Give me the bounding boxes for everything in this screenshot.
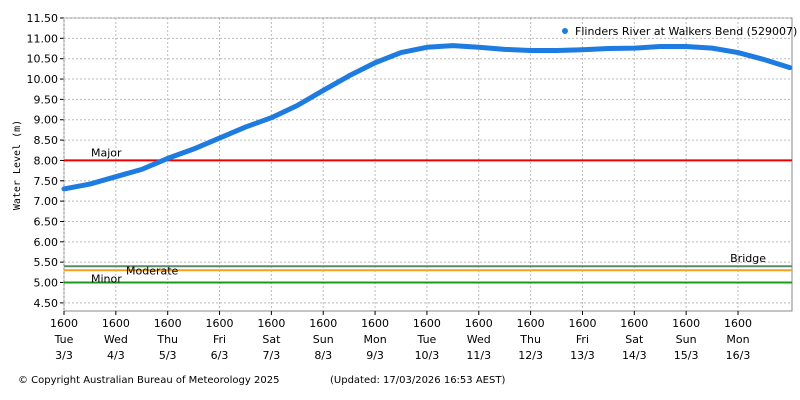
y-tick-label: 5.50 [34, 256, 59, 269]
x-tick-label: 7/3 [263, 349, 281, 362]
y-tick-label: 8.50 [34, 134, 59, 147]
x-tick-label: 1600 [206, 317, 234, 330]
x-tick-label: 1600 [257, 317, 285, 330]
x-tick-label: Mon [726, 333, 749, 346]
y-axis-label: Water Level (m) [12, 120, 23, 210]
x-tick-label: 1600 [309, 317, 337, 330]
x-tick-label: Sun [313, 333, 334, 346]
y-tick-label: 9.50 [34, 93, 59, 106]
legend-marker [562, 28, 568, 34]
x-tick-label: Fri [576, 333, 589, 346]
series-line [61, 43, 793, 192]
x-tick-label: 12/3 [518, 349, 543, 362]
y-tick-label: 8.00 [34, 154, 59, 167]
y-tick-label: 10.50 [27, 53, 59, 66]
x-tick-label: Thu [519, 333, 541, 346]
y-tick-label: 4.50 [34, 297, 59, 310]
x-tick-label: 16/3 [726, 349, 751, 362]
x-tick-label: 1600 [465, 317, 493, 330]
x-tick-label: 1600 [102, 317, 130, 330]
y-tick-label: 5.00 [34, 277, 59, 290]
x-tick-label: 14/3 [622, 349, 647, 362]
x-tick-label: Sat [262, 333, 281, 346]
y-tick-label: 7.00 [34, 195, 59, 208]
y-tick-label: 6.50 [34, 215, 59, 228]
x-tick-label: 1600 [672, 317, 700, 330]
threshold-label: Major [91, 146, 122, 159]
x-tick-label: 1600 [154, 317, 182, 330]
x-tick-label: 4/3 [107, 349, 125, 362]
x-tick-label: 1600 [620, 317, 648, 330]
x-tick-label: 8/3 [314, 349, 332, 362]
x-tick-label: 3/3 [55, 349, 73, 362]
x-tick-label: 6/3 [211, 349, 229, 362]
copyright: © Copyright Australian Bureau of Meteoro… [18, 375, 279, 386]
x-tick-label: Thu [156, 333, 178, 346]
x-tick-label: Tue [54, 333, 74, 346]
threshold-label: Moderate [126, 264, 179, 277]
x-tick-label: Sat [625, 333, 644, 346]
x-tick-label: 9/3 [366, 349, 384, 362]
x-tick-label: Fri [213, 333, 226, 346]
updated: (Updated: 17/03/2026 16:53 AEST) [330, 375, 505, 386]
x-tick-label: 1600 [724, 317, 752, 330]
y-tick-label: 10.00 [27, 73, 59, 86]
y-tick-label: 7.50 [34, 175, 59, 188]
x-tick-label: Sun [676, 333, 697, 346]
x-tick-label: 13/3 [570, 349, 595, 362]
x-tick-label: 11/3 [466, 349, 491, 362]
y-tick-label: 11.50 [27, 12, 59, 25]
x-tick-label: Wed [467, 333, 491, 346]
x-tick-label: 15/3 [674, 349, 699, 362]
x-tick-label: 5/3 [159, 349, 177, 362]
x-tick-label: Tue [417, 333, 437, 346]
legend-label: Flinders River at Walkers Bend (529007) [575, 25, 797, 38]
x-tick-label: 1600 [50, 317, 78, 330]
y-tick-label: 9.00 [34, 114, 59, 127]
x-tick-label: 1600 [361, 317, 389, 330]
x-tick-label: 1600 [517, 317, 545, 330]
y-tick-label: 11.00 [27, 32, 59, 45]
y-tick-label: 6.00 [34, 236, 59, 249]
x-tick-label: 10/3 [415, 349, 440, 362]
threshold-label: Minor [91, 273, 122, 286]
x-tick-label: Wed [104, 333, 128, 346]
x-tick-label: 1600 [413, 317, 441, 330]
threshold-label: Bridge [730, 252, 766, 265]
x-tick-label: 1600 [568, 317, 596, 330]
x-tick-label: Mon [363, 333, 386, 346]
